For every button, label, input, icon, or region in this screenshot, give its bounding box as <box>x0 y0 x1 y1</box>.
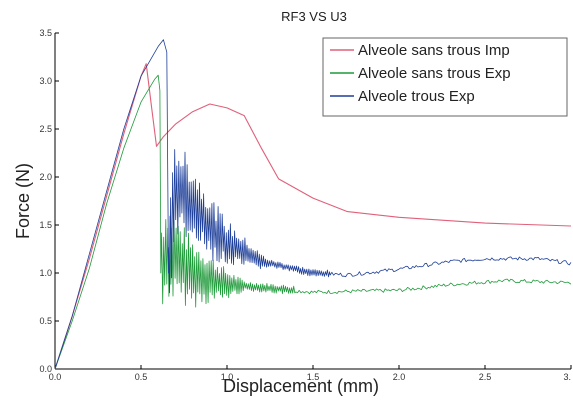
x-axis-title: Displacement (mm) <box>223 376 379 396</box>
x-tick-label: 1.0 <box>221 372 234 382</box>
series-line-2 <box>54 74 572 370</box>
y-tick-label: 1.0 <box>39 268 52 278</box>
y-tick-label: 2.0 <box>39 172 52 182</box>
legend-label: Alveole trous Exp <box>358 88 475 105</box>
series-layer <box>54 39 572 370</box>
legend-label: Alveole sans trous Exp <box>358 65 511 82</box>
legend: Alveole sans trous Imp Alveole sans trous… <box>322 37 568 117</box>
legend-label: Alveole sans trous Imp <box>358 42 510 59</box>
series-line-3 <box>54 39 572 370</box>
x-tick-label: 2.0 <box>393 372 406 382</box>
x-tick-label: 0.0 <box>49 372 62 382</box>
y-tick-label: 0.5 <box>39 316 52 326</box>
plot-area: 0.0 0.5 1.0 1.5 2.0 2.5 3. 0.0 0.5 1.0 1.5 2.0 2.5 3.… <box>39 28 572 382</box>
y-tick-label: 2.5 <box>39 124 52 134</box>
x-tick-label: 0.5 <box>135 372 148 382</box>
y-axis-title: Force (N) <box>13 163 33 239</box>
series-line-1 <box>54 63 572 370</box>
y-tick-label: 0.0 <box>39 364 52 374</box>
legend-box <box>322 37 568 117</box>
y-tick-label: 3.5 <box>39 28 52 38</box>
axis-ticks: 0.0 0.5 1.0 1.5 2.0 2.5 3. 0.0 0.5 1.0 1.5 2.0 2.5 3.… <box>39 28 572 382</box>
x-tick-label: 2.5 <box>479 372 492 382</box>
y-tick-label: 1.5 <box>39 220 52 230</box>
y-tick-label: 3.0 <box>39 76 52 86</box>
chart-title: RF3 VS U3 <box>281 9 347 24</box>
x-tick-label: 1.5 <box>307 372 320 382</box>
x-tick-label: 3. <box>563 372 571 382</box>
